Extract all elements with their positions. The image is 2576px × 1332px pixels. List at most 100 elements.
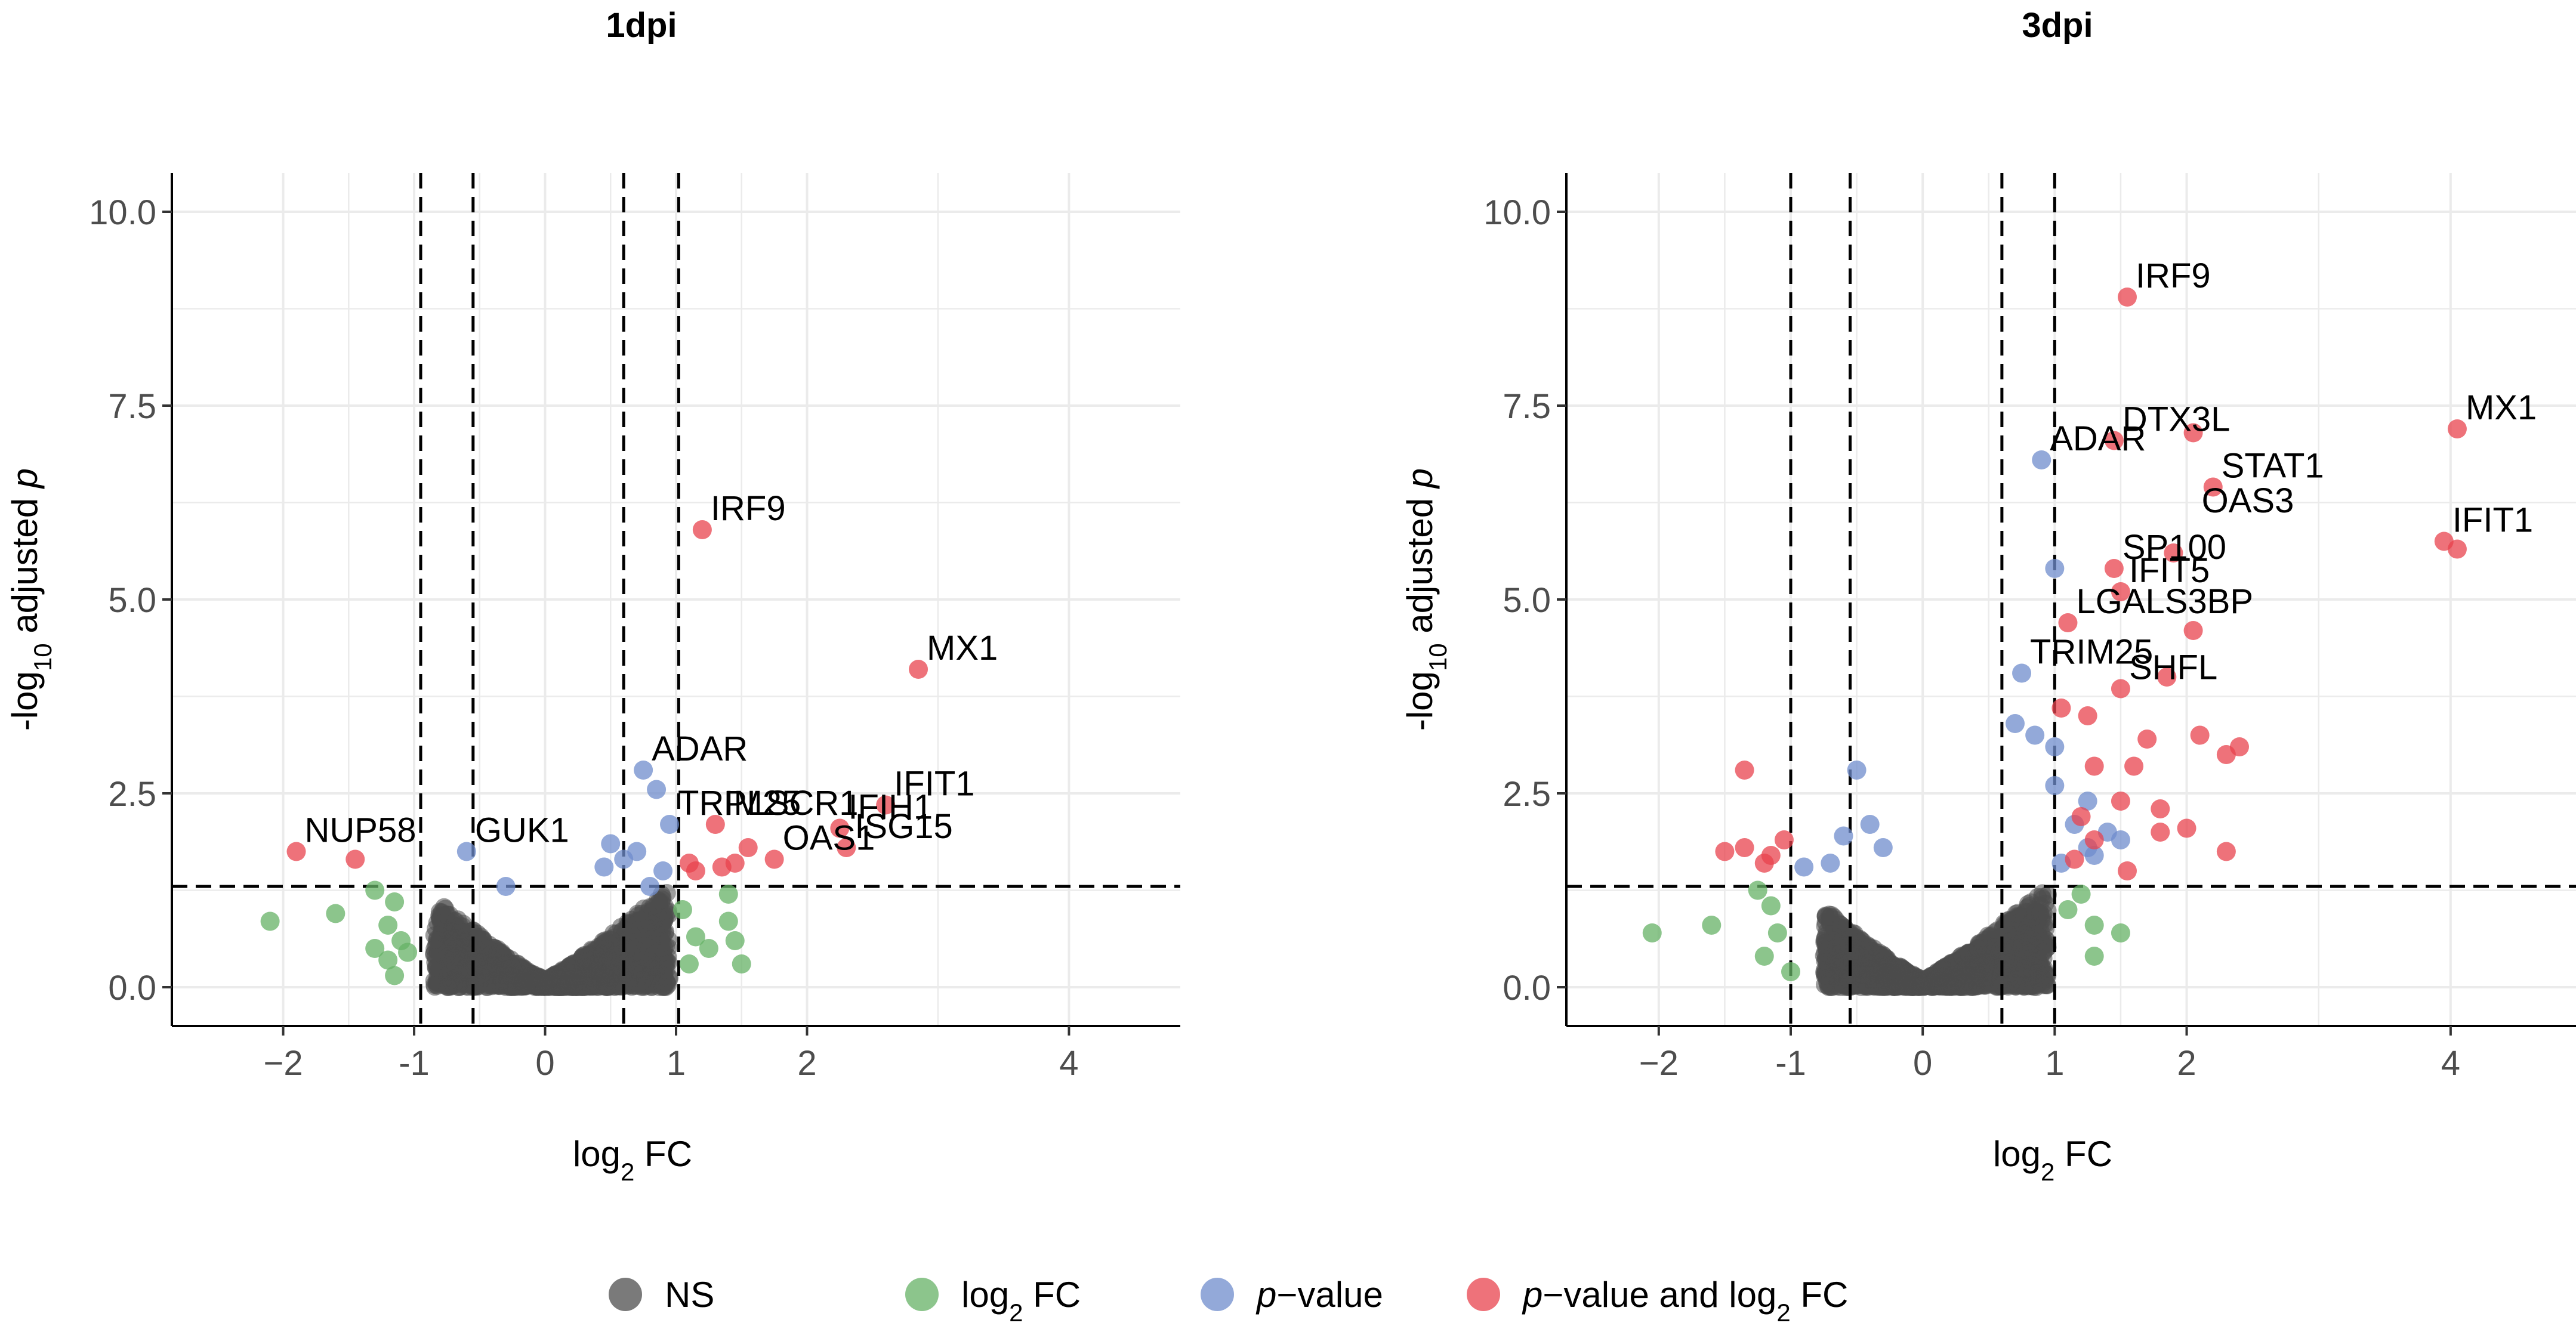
pfc-point: [2071, 807, 2091, 826]
p-point: [1794, 857, 1814, 877]
x-axis-label: log2 FC: [573, 1134, 692, 1186]
ns-point: [2020, 897, 2038, 915]
p-point: [653, 861, 673, 880]
y-tick-label: 5.0: [108, 581, 156, 620]
legend-key-ns: [609, 1278, 642, 1311]
fc-point: [378, 916, 398, 935]
gene-label: IFIH1: [848, 788, 933, 827]
pfc-point: [692, 520, 712, 539]
pfc-point: [909, 660, 928, 679]
x-tick-label: −2: [1639, 1044, 1679, 1083]
ns-point: [2010, 963, 2029, 982]
p-point: [2078, 792, 2097, 811]
pfc-point: [2177, 818, 2196, 838]
ns-point: [635, 944, 653, 962]
gene-label: LGALS3BP: [2076, 582, 2253, 621]
ns-point: [1960, 969, 1979, 987]
ns-point: [474, 973, 492, 991]
gene-label: DTX3L: [2122, 400, 2231, 439]
pfc-point: [2190, 725, 2210, 745]
p-point: [1847, 761, 1867, 780]
ns-points: [425, 883, 678, 996]
pfc-point: [2084, 830, 2104, 849]
x-tick-label: 4: [1059, 1044, 1078, 1083]
ns-point: [1989, 958, 2008, 976]
pfc-point: [738, 838, 758, 857]
pfc-point: [686, 861, 705, 880]
p-point: [1821, 854, 1840, 873]
p-point: [594, 857, 614, 877]
panel-title: 1dpi: [606, 6, 677, 45]
y-tick-label: 2.5: [1503, 775, 1551, 814]
y-tick-label: 7.5: [1503, 387, 1551, 426]
ns-point: [425, 926, 443, 945]
ns-point: [1871, 946, 1890, 965]
gene-label: OAS1: [783, 819, 875, 858]
fc-point: [732, 954, 751, 973]
x-tick-label: 0: [535, 1044, 554, 1083]
fc-point: [2084, 947, 2104, 966]
pfc-points: [1715, 288, 2467, 880]
pfc-point: [286, 842, 306, 861]
panel-3dpi: 3dpi −2 -1 0 1 2 4 0.0 2.5 5.0 7.5 10.0 log2 FC -log1…: [1400, 6, 2576, 1186]
pfc-point: [2183, 423, 2203, 443]
fc-point: [2071, 885, 2091, 904]
y-tick-label: 5.0: [1503, 581, 1551, 620]
x-tick-label: 1: [667, 1044, 686, 1083]
ns-point: [2019, 929, 2037, 947]
fc-point: [725, 931, 745, 950]
p-point: [2111, 830, 2130, 849]
y-tick-label: 2.5: [108, 775, 156, 814]
x-tick-label: 0: [1913, 1044, 1932, 1083]
pfc-point: [2230, 737, 2249, 756]
ns-point: [601, 930, 620, 948]
gene-label: SHFL: [2129, 648, 2217, 687]
y-tick-label: 0.0: [108, 969, 156, 1008]
p-point: [456, 842, 476, 861]
ns-point: [1821, 914, 1839, 933]
ns-point: [455, 945, 474, 964]
p-point: [647, 780, 667, 799]
y-tick-label: 7.5: [108, 387, 156, 426]
pfc-point: [2216, 842, 2236, 861]
grid: [172, 173, 1180, 1026]
p-point: [660, 815, 680, 834]
fc-point: [679, 954, 699, 973]
ns-point: [2014, 978, 2033, 996]
pfc-point: [1761, 846, 1781, 865]
ns-point: [1999, 911, 2017, 929]
gene-label: ADAR: [652, 730, 748, 768]
pfc-points: [286, 520, 928, 880]
pfc-point: [2111, 679, 2130, 699]
pfc-point: [2203, 477, 2223, 497]
fc-point: [718, 885, 738, 904]
fc-point: [1642, 923, 1662, 942]
gene-label: SP100: [2122, 528, 2226, 567]
p-point: [2045, 737, 2065, 756]
ns-point: [2033, 884, 2051, 903]
gene-label: ADAR: [2050, 419, 2146, 458]
legend-label-fc: log2 FC: [961, 1275, 1081, 1327]
legend-key-p: [1201, 1278, 1234, 1311]
y-tick-label: 0.0: [1503, 969, 1551, 1008]
ns-point: [439, 937, 458, 956]
fc-point: [1761, 896, 1781, 916]
fc-point: [365, 880, 385, 900]
p-point: [2025, 725, 2045, 745]
ns-point: [653, 956, 671, 975]
gene-label: STAT1: [2222, 447, 2324, 486]
ns-point: [503, 956, 522, 975]
gene-label: OAS3: [2202, 481, 2294, 520]
legend-label-pfc: p−value and log2 FC: [1522, 1275, 1848, 1327]
pfc-point: [2118, 288, 2137, 307]
pfc-point: [345, 849, 365, 869]
pfc-point: [2065, 849, 2084, 869]
x-tick-label: 1: [2045, 1044, 2064, 1083]
fc-point: [260, 911, 280, 931]
ns-point: [648, 905, 667, 923]
ns-point: [1871, 963, 1889, 981]
pfc-point: [1774, 830, 1794, 849]
fc-point: [1754, 947, 1774, 966]
pfc-point: [2111, 582, 2130, 601]
